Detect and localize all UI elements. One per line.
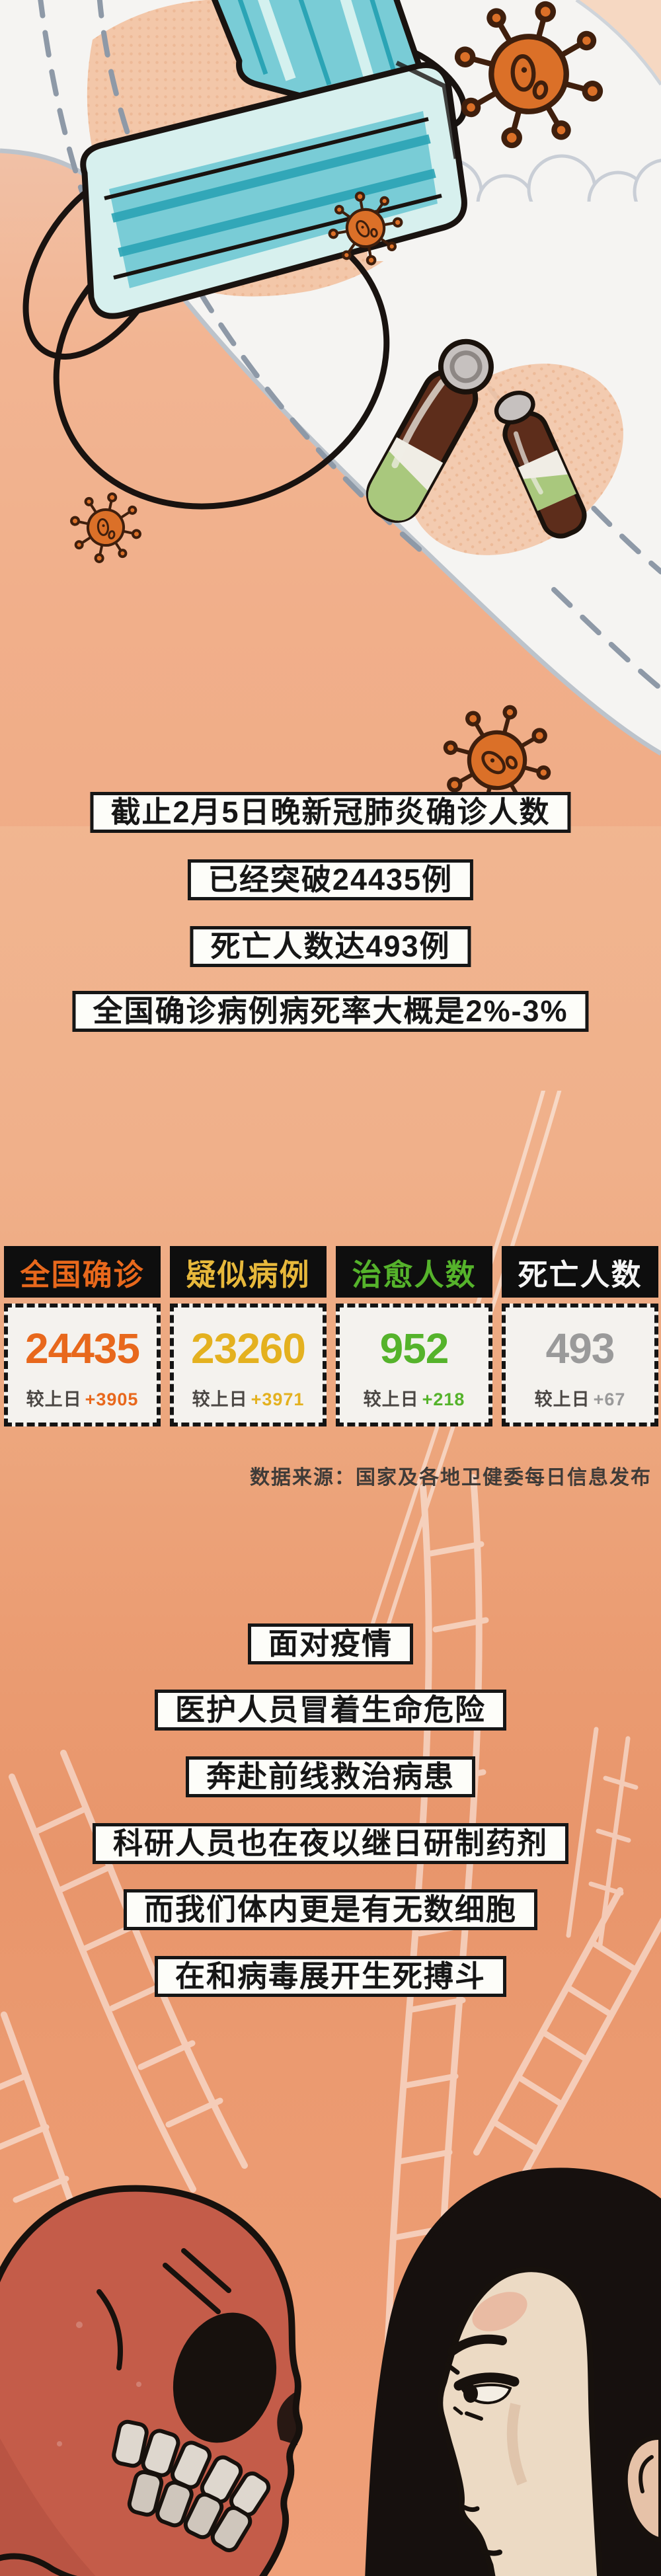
virus-skull-face bbox=[0, 2185, 303, 2576]
headline-banner-4: 全国确诊病例病死率大概是2%-3% bbox=[72, 991, 589, 1032]
cured-total: 952 bbox=[379, 1325, 449, 1372]
pupil bbox=[463, 2384, 478, 2403]
eye bbox=[453, 2372, 520, 2391]
human-face bbox=[365, 2167, 661, 2576]
face-skin bbox=[437, 2266, 603, 2576]
story-banner-1: 面对疫情 bbox=[247, 1623, 414, 1664]
headline-banner-1: 截止2月5日晚新冠肺炎确诊人数 bbox=[90, 792, 571, 833]
corner-shape bbox=[576, 0, 661, 85]
stats-card-row: 24435 较上日 +3905 23260 较上日 +3971 952 较上日 +21… bbox=[4, 1304, 658, 1426]
headline-banner-3: 死亡人数达493例 bbox=[190, 926, 471, 967]
suspected-delta: 较上日 +3971 bbox=[192, 1389, 305, 1409]
stat-card-cured: 952 较上日 +218 bbox=[336, 1304, 492, 1426]
data-source-note: 数据来源：国家及各地卫健委每日信息发布 bbox=[250, 1467, 652, 1489]
stat-header-deaths: 死亡人数 bbox=[502, 1246, 658, 1298]
dna-strand-icon bbox=[566, 1727, 639, 1947]
medicine-vial-icon bbox=[366, 338, 494, 523]
dna-strand-icon bbox=[9, 1750, 248, 2193]
cured-delta: 较上日 +218 bbox=[363, 1389, 465, 1409]
top-illustration bbox=[0, 0, 661, 826]
story-banner-6: 在和病毒展开生死搏斗 bbox=[154, 1956, 507, 1997]
story-banner-5: 而我们体内更是有无数细胞 bbox=[123, 1889, 538, 1930]
story-banner-4: 科研人员也在夜以继日研制药剂 bbox=[92, 1823, 569, 1864]
deaths-delta: 较上日 +67 bbox=[534, 1389, 626, 1409]
confirmed-total: 24435 bbox=[25, 1325, 140, 1372]
mouth-line bbox=[480, 2548, 502, 2556]
stat-card-confirmed: 24435 较上日 +3905 bbox=[4, 1304, 161, 1426]
confirmed-delta: 较上日 +3905 bbox=[26, 1389, 139, 1409]
stat-header-cured: 治愈人数 bbox=[336, 1246, 492, 1298]
stat-header-confirmed: 全国确诊 bbox=[4, 1246, 161, 1298]
nose-line bbox=[461, 2505, 480, 2513]
skull-teeth bbox=[127, 2470, 253, 2553]
skull-eye-socket bbox=[173, 2312, 277, 2443]
eyebrow bbox=[447, 2334, 507, 2356]
dna-strand-icon bbox=[473, 1887, 661, 2183]
headline-banner-2: 已经突破24435例 bbox=[187, 859, 474, 900]
suspected-total: 23260 bbox=[191, 1325, 306, 1372]
face-mask-icon bbox=[22, 0, 467, 510]
stat-header-suspected: 疑似病例 bbox=[170, 1246, 327, 1298]
medicine-vial-icon bbox=[494, 391, 587, 539]
stats-header-row: 全国确诊 疑似病例 治愈人数 死亡人数 bbox=[4, 1246, 658, 1298]
deaths-total: 493 bbox=[545, 1325, 615, 1372]
story-banner-3: 奔赴前线救治病患 bbox=[185, 1756, 476, 1797]
stat-card-deaths: 493 较上日 +67 bbox=[502, 1304, 658, 1426]
story-banner-2: 医护人员冒着生命危险 bbox=[154, 1690, 507, 1731]
bottom-illustration bbox=[0, 2167, 661, 2576]
stat-card-suspected: 23260 较上日 +3971 bbox=[170, 1304, 327, 1426]
